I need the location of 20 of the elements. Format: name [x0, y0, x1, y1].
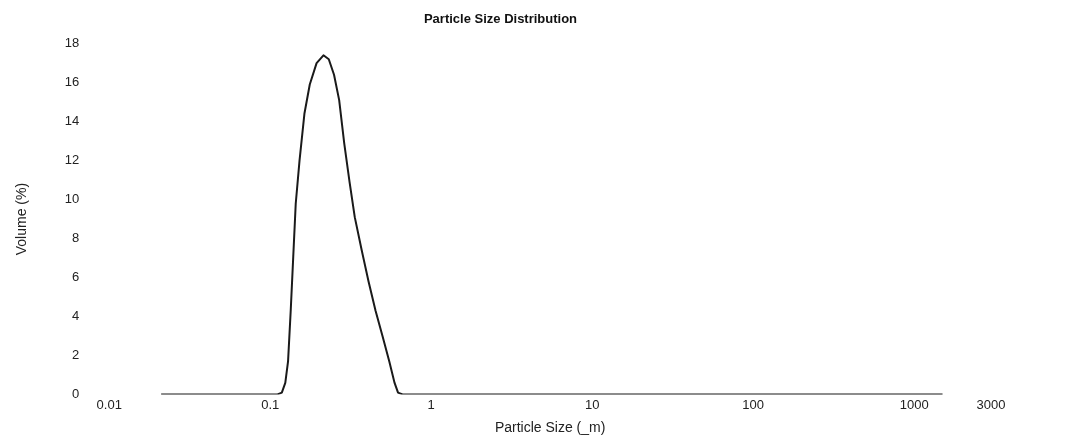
y-tick-label: 18 — [64, 35, 80, 51]
y-tick-label: 10 — [64, 191, 80, 207]
y-tick-label: 0 — [72, 386, 80, 402]
chart-title: Particle Size Distribution — [423, 11, 578, 27]
y-tick-label: 2 — [72, 347, 80, 363]
x-tick-label: 0.1 — [261, 396, 280, 412]
y-tick-label: 16 — [64, 74, 80, 90]
x-tick-label: 1000 — [899, 396, 929, 412]
y-tick-label: 4 — [72, 308, 80, 324]
y-tick-label: 12 — [64, 152, 80, 168]
y-tick-label: 6 — [72, 269, 80, 285]
x-tick-label: 100 — [742, 396, 765, 412]
y-tick-label: 14 — [64, 113, 80, 129]
x-tick-label: 10 — [584, 396, 600, 412]
x-axis-title: Particle Size (_m) — [494, 419, 606, 436]
x-tick-label: 3000 — [976, 396, 1006, 412]
y-axis-title: Volume (%) — [13, 182, 30, 256]
y-tick-label: 8 — [72, 230, 80, 246]
x-tick-label: 0.01 — [96, 396, 122, 412]
x-tick-label: 1 — [427, 396, 435, 412]
